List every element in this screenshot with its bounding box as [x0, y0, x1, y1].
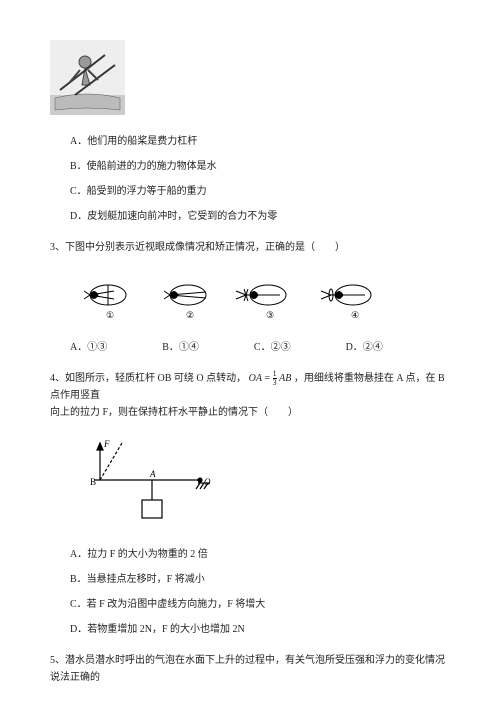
svg-text:O: O: [204, 477, 211, 487]
q3-D: D．②④: [346, 339, 383, 356]
q3-B: B．①④: [162, 339, 199, 356]
opt-C: C．船受到的浮力等于船的重力: [70, 183, 450, 200]
svg-text:②: ②: [186, 310, 194, 320]
q3-C: C．②③: [254, 339, 291, 356]
svg-text:A: A: [149, 469, 156, 479]
opt-B: B．使船前进的力的施力物体是水: [70, 158, 450, 175]
svg-text:③: ③: [266, 310, 274, 320]
opt-D: D．皮划艇加速向前冲时，它受到的合力不为零: [70, 208, 450, 225]
opt-A: A．他们用的船桨是费力杠杆: [70, 133, 450, 150]
svg-text:F: F: [103, 439, 110, 449]
svg-text:①: ①: [106, 310, 114, 320]
eye-diagrams: ① ② ③ ④: [80, 270, 450, 331]
svg-text:④: ④: [351, 310, 359, 320]
svg-text:B: B: [90, 477, 96, 487]
q3-A: A．①③: [70, 339, 107, 356]
rowing-photo: [50, 40, 125, 115]
q4-A: A．拉力 F 的大小为物重的 2 倍: [70, 546, 450, 563]
q4-B: B．当悬挂点左移时，F 将减小: [70, 571, 450, 588]
q3-options: A．①③ B．①④ C．②③ D．②④: [70, 339, 450, 356]
q4-C: C．若 F 改为沿图中虚线方向施力，F 将增大: [70, 596, 450, 613]
q3-stem: 3、下图中分别表示近视眼成像情况和矫正情况，正确的是（ ）: [50, 239, 450, 256]
q4-D: D．若物重增加 2N，F 的大小也增加 2N: [70, 621, 450, 638]
q4-stem: 4、如图所示，轻质杠杆 OB 可绕 O 点转动， OA = 13 AB ，用细线…: [50, 370, 450, 421]
q5-stem: 5、潜水员潜水时呼出的气泡在水面下上升的过程中，有关气泡所受压强和浮力的变化情况…: [50, 652, 450, 686]
lever-diagram: B A O F: [80, 435, 450, 536]
